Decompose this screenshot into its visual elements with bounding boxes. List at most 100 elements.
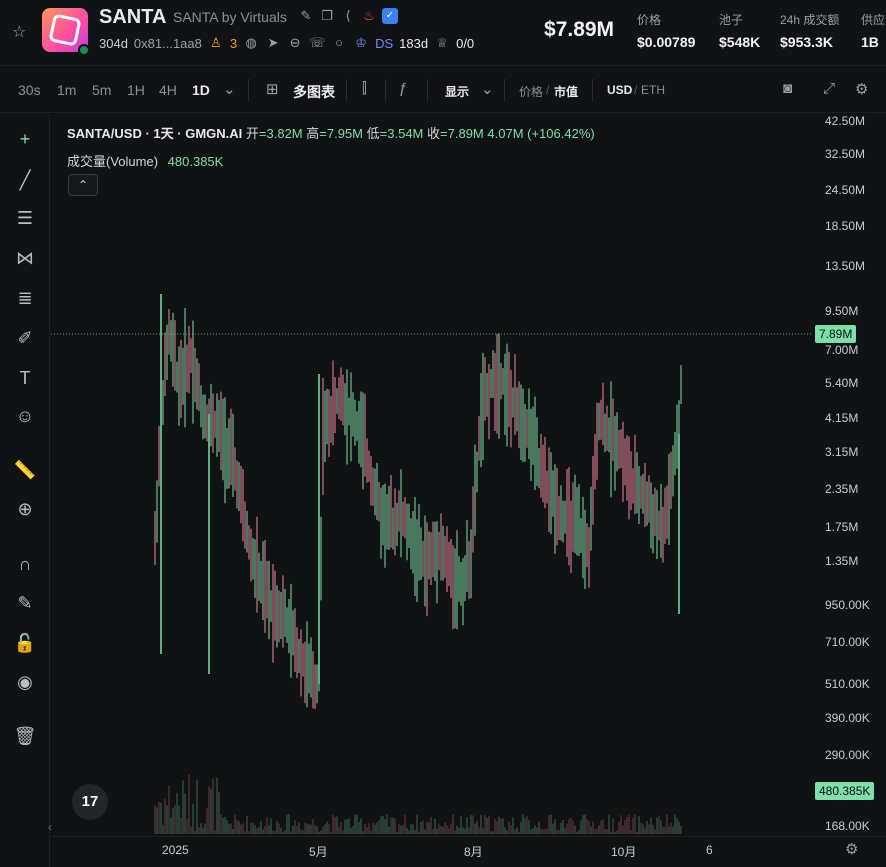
edit-icon[interactable]: ✎ [300, 8, 312, 23]
y-tick-label: 3.15M [825, 445, 859, 459]
candlestick-svg[interactable] [51, 114, 811, 836]
token-subtitle: SANTA by Virtuals [173, 9, 287, 25]
x-social-icon[interactable]: ✓ [382, 8, 398, 24]
dexscreener-icon[interactable]: ♔ [355, 35, 367, 50]
multi-chart-button[interactable]: 多图表 [293, 84, 335, 100]
minus-circle-icon[interactable]: ⊖ [289, 35, 301, 50]
display-chevron-icon[interactable]: ⌄ [481, 81, 494, 98]
stat-pool: 池子 $548K [719, 13, 761, 50]
ruler-icon[interactable]: 📏 [13, 460, 37, 480]
text-tool-icon[interactable]: T [19, 368, 31, 388]
trendline-icon[interactable]: ╱ [19, 170, 31, 190]
telegram-icon[interactable]: ➤ [267, 35, 279, 50]
holders-icon: ♙ [210, 35, 222, 50]
verified-badge-icon [78, 44, 90, 56]
search-icon[interactable]: ○ [335, 35, 344, 50]
y-tick-label: 42.50M [825, 114, 866, 128]
price-toggle[interactable]: 价格 [519, 85, 544, 99]
currency-usd[interactable]: USD [607, 83, 633, 97]
eye-icon[interactable]: ◉ [17, 672, 33, 692]
last-volume-badge: 480.385K [815, 782, 875, 800]
y-tick-label: 290.00K [825, 748, 870, 762]
volume-value: 480.385K [167, 154, 224, 169]
lock-drawing-icon[interactable]: ✎ [17, 593, 33, 613]
legend-change: 4.07M (+106.42%) [487, 126, 595, 141]
indicators-fx-icon[interactable]: ƒ [399, 80, 408, 97]
price-chart[interactable] [51, 114, 811, 836]
chart-toolbar: 30s 1m 5m 1H 4H 1D ⌄ ⊞ 多图表 ⫿ ƒ 显示 ⌄ 价格 /… [0, 67, 886, 113]
x-tick-may: 5月 [309, 845, 328, 859]
token-logo [42, 8, 90, 56]
copy-icon[interactable]: ❐ [321, 8, 333, 23]
axis-settings-gear-icon[interactable]: ⚙ [845, 841, 859, 858]
y-tick-label: 168.00K [825, 819, 870, 833]
last-price-badge: 7.89M [815, 325, 857, 343]
interval-4h[interactable]: 4H [159, 82, 177, 98]
stat-price: 价格 $0.00789 [637, 13, 696, 50]
brush-icon[interactable]: ✐ [17, 328, 33, 348]
interval-30s[interactable]: 30s [18, 82, 41, 98]
fullscreen-icon[interactable]: ⤢ [823, 80, 836, 97]
fib-retracement-icon[interactable]: ≣ [17, 288, 33, 308]
crosshair-icon[interactable]: + [19, 129, 31, 149]
x-tick-6: 6 [706, 843, 713, 857]
volume-legend: 成交量(Volume) 480.385K [67, 151, 223, 170]
fire-icon[interactable]: ♨ [363, 8, 375, 23]
horizontal-lines-icon[interactable]: ☰ [16, 208, 34, 228]
drawing-tools-sidebar: + ╱ ☰ ⋈ ≣ ✐ T ☺ 📏 ⊕ ∩ ✎ 🔓 ◉ 🗑 [0, 114, 50, 867]
crown-icon[interactable]: ♕ [436, 35, 448, 50]
y-tick-label: 2.35M [825, 482, 859, 496]
token-symbol: SANTA [99, 6, 167, 28]
settings-gear-icon[interactable]: ⚙ [855, 81, 869, 98]
time-axis[interactable]: 2025 5月 8月 10月 6 [51, 836, 886, 867]
legend-title: SANTA/USD · 1天 · GMGN.AI [67, 126, 243, 141]
y-tick-label: 1.35M [825, 554, 859, 568]
legend-high: =7.95M [319, 126, 364, 141]
x-tick-aug: 8月 [464, 845, 483, 859]
x-tick-oct: 10月 [611, 845, 637, 859]
token-header: ☆ SANTA SANTA by Virtuals ✎ ❐ ⟨ ♨ ✓ 304d… [0, 0, 886, 66]
x-tick-2025: 2025 [162, 843, 189, 857]
favorite-star-icon[interactable]: ☆ [12, 24, 27, 41]
legend-low: =3.54M [379, 126, 424, 141]
ds-label: DS [375, 35, 394, 51]
y-tick-label: 4.15M [825, 411, 859, 425]
price-axis[interactable]: 42.50M 32.50M 24.50M 18.50M 13.50M 9.50M 7.00M… [811, 114, 886, 836]
y-tick-label: 710.00K [825, 635, 870, 649]
tradingview-logo[interactable]: 17 [72, 784, 108, 820]
camera-icon[interactable]: ◙ [783, 80, 793, 97]
pattern-icon[interactable]: ⋈ [16, 248, 34, 268]
stat-volume-24h: 24h 成交额 $953.3K [780, 13, 840, 50]
candle-style-icon[interactable]: ⫿ [362, 80, 367, 97]
website-icon[interactable]: ◍ [245, 35, 257, 50]
ds-age: 183d [399, 35, 429, 51]
interval-dropdown-chevron-icon[interactable]: ⌄ [223, 81, 236, 98]
legend-open: =3.82M [258, 126, 303, 141]
add-chart-icon[interactable]: ⊞ [266, 81, 279, 98]
display-button[interactable]: 显示 [445, 85, 470, 99]
stat-supply: 供应 1B [861, 13, 886, 50]
collapse-legend-chevron-up-icon[interactable]: ⌃ [68, 174, 98, 196]
interval-1m[interactable]: 1m [57, 82, 77, 98]
y-tick-label: 24.50M [825, 183, 866, 197]
mcap-toggle[interactable]: 市值 [554, 85, 579, 99]
y-tick-label: 32.50M [825, 147, 866, 161]
chat-icon[interactable]: ☏ [309, 35, 326, 50]
y-tick-label: 390.00K [825, 711, 870, 725]
y-tick-label: 13.50M [825, 259, 866, 273]
trash-icon[interactable]: 🗑 [13, 726, 37, 746]
unlock-icon[interactable]: 🔓 [13, 633, 37, 653]
y-tick-label: 9.50M [825, 304, 859, 318]
share-icon[interactable]: ⟨ [345, 8, 351, 23]
currency-eth[interactable]: ETH [641, 83, 665, 97]
interval-5m[interactable]: 5m [92, 82, 112, 98]
scroll-left-chevron-icon[interactable]: ‹ [48, 820, 52, 834]
interval-1h[interactable]: 1H [127, 82, 145, 98]
zoom-in-icon[interactable]: ⊕ [17, 499, 33, 519]
y-tick-label: 7.00M [825, 343, 859, 357]
magnet-icon[interactable]: ∩ [18, 554, 32, 574]
contract-address[interactable]: 0x81...1aa8 [133, 35, 202, 51]
token-age: 304d [99, 35, 128, 51]
interval-1d[interactable]: 1D [192, 82, 210, 98]
emoji-icon[interactable]: ☺ [15, 406, 35, 426]
